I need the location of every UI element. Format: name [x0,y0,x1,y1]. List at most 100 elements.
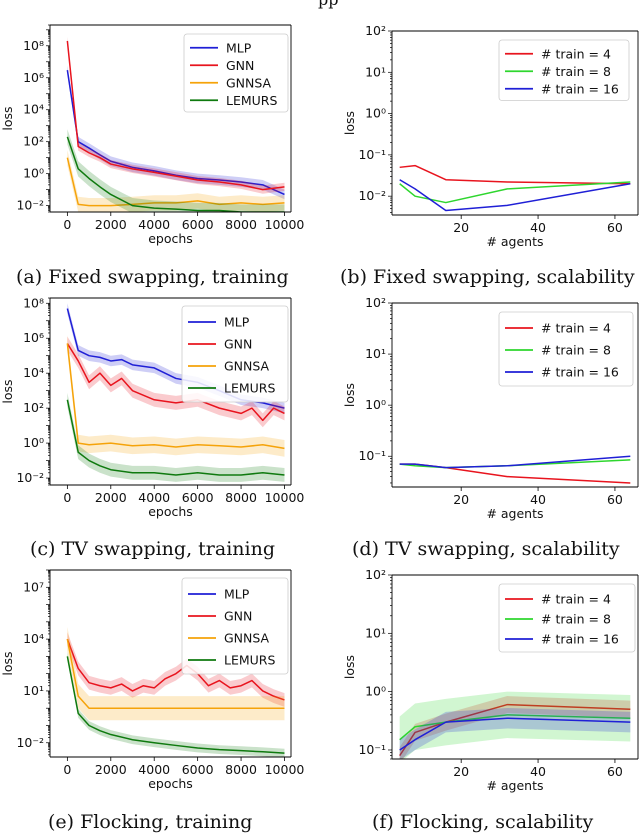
plot-area [399,164,631,212]
y-axis-label: loss [0,106,15,130]
y-tick-label: 10⁸ [23,38,44,53]
x-tick-label: 8000 [225,490,257,505]
legend-label-mlp: MLP [226,40,252,55]
line-lemurs [66,656,285,754]
y-tick-label: 10⁻¹ [358,147,386,162]
x-tick-label: 6000 [182,490,214,505]
legend-label-gnnsa: GNNSA [224,359,270,374]
legend-box [498,311,634,387]
line-gnnsa [66,638,285,709]
y-tick-label: 10¹ [365,64,386,79]
legend-label-train-8: # train = 8 [541,343,611,358]
legend-label-mlp: MLP [224,587,250,602]
x-axis-label: # agents [486,506,543,521]
y-tick-label: 10⁶ [23,330,44,345]
y-tick-label: 10⁰ [365,106,386,121]
x-tick-label: 6000 [182,762,214,777]
legend-label-lemurs: LEMURS [224,653,275,668]
x-tick-label: 8000 [225,217,257,232]
legend-label-train-16: # train = 16 [541,81,619,96]
line-train-4 [399,164,631,185]
y-tick-label: 10⁻² [358,188,386,203]
caption-a: (a) Fixed swapping, training [16,266,289,288]
legend-box [181,305,289,403]
line-lemurs [66,399,285,476]
line-gnnsa [66,343,285,450]
x-axis-label: # agents [486,778,543,793]
chart-1: 0 2000 4000 6000 8000 10000 10⁻² 10⁰ 10² 10⁴ 10⁶ 10… [0,24,305,246]
line-train-8 [399,181,631,204]
legend: MLP GNN GNNSA LEMURS [181,577,289,675]
line-train-16 [399,179,631,212]
caption-f: (f) Flocking, scalability [372,811,594,833]
y-tick-label: 10⁰ [365,684,386,699]
legend-label-gnn: GNN [224,337,252,352]
legend: MLP GNN GNNSA LEMURS [183,33,289,113]
y-axis-label: loss [342,383,357,407]
legend-box [183,33,289,113]
x-tick-label: 8000 [225,762,257,777]
x-tick-label: 60 [607,764,623,779]
legend: # train = 4 # train = 8 # train = 16 [498,39,630,101]
y-tick-label: 10¹ [365,346,386,361]
y-tick-label: 10¹ [23,683,44,698]
caption-d: (d) TV swapping, scalability [352,538,620,560]
y-tick-label: 10² [23,134,44,149]
line-gnn [66,40,285,191]
legend-label-train-4: # train = 4 [541,592,611,607]
caption-e: (e) Flocking, training [48,811,253,833]
y-tick-label: 10² [365,567,386,582]
y-tick-label: 10⁴ [23,365,44,380]
band-train-8 [399,691,631,759]
x-tick-label: 10000 [265,490,305,505]
legend-label-train-4: # train = 4 [541,321,611,336]
x-tick-label: 10000 [265,217,305,232]
x-tick-label: 4000 [138,217,170,232]
legend-label-train-8: # train = 8 [541,612,611,627]
legend-label-train-16: # train = 16 [541,365,619,380]
y-tick-label: 10¹ [365,625,386,640]
y-tick-label: 10⁴ [23,631,44,646]
x-tick-label: 10000 [265,762,305,777]
y-tick-label: 10⁷ [23,579,44,594]
y-tick-label: 10⁻² [16,470,44,485]
y-tick-label: 10⁻² [16,735,44,750]
x-axis-label: epochs [148,504,193,519]
y-tick-label: 10⁰ [23,166,44,181]
legend-box [181,577,289,675]
line-gnn [66,343,285,422]
legend: # train = 4 # train = 8 # train = 16 [498,583,636,653]
y-axis-label: loss [342,111,357,135]
x-tick-label: 0 [63,762,71,777]
plot-area [66,36,285,212]
y-tick-label: 10⁰ [365,397,386,412]
line-train-16 [399,717,631,751]
x-tick-label: 0 [63,490,71,505]
line-mlp [66,70,285,196]
x-tick-label: 2000 [95,217,127,232]
legend: # train = 4 # train = 8 # train = 16 [498,311,634,387]
legend-label-lemurs: LEMURS [224,381,275,396]
y-tick-label: 10⁶ [23,70,44,85]
y-tick-label: 10² [365,23,386,38]
page-header: pp [318,0,338,9]
y-axis-label: loss [0,379,15,403]
x-tick-label: 60 [607,220,623,235]
legend-label-train-16: # train = 16 [541,632,619,647]
legend-label-lemurs: LEMURS [226,93,277,108]
legend: MLP GNN GNNSA LEMURS [181,305,289,403]
x-tick-label: 0 [63,217,71,232]
legend-label-train-4: # train = 4 [541,46,611,61]
x-axis-label: epochs [148,231,193,246]
plot-area [399,691,631,759]
x-tick-label: 4000 [138,490,170,505]
legend-label-train-8: # train = 8 [541,64,611,79]
y-tick-label: 10² [365,295,386,310]
y-tick-label: 10⁸ [23,295,44,310]
x-tick-label: 40 [530,492,546,507]
legend-box [498,39,630,101]
x-tick-label: 40 [530,220,546,235]
x-tick-label: 60 [607,492,623,507]
x-tick-label: 40 [530,764,546,779]
